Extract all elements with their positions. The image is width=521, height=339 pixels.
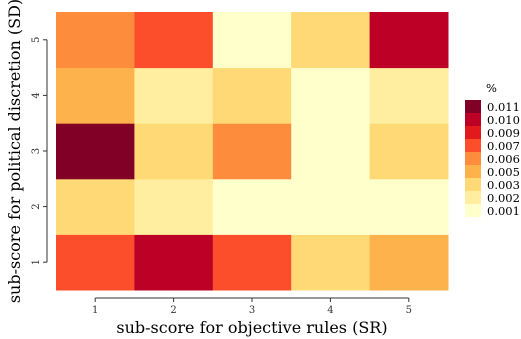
- x-tick-label: 5: [406, 305, 412, 316]
- heatmap-cell-x1-y3: [56, 123, 135, 180]
- y-tick-label: 2: [31, 203, 42, 209]
- legend-label: 0.007: [487, 139, 520, 153]
- heatmap-cell-x2-y2: [134, 178, 214, 235]
- heatmap-cell-x2-y5: [134, 12, 214, 69]
- y-axis: 1 2 3 4 5: [31, 37, 48, 265]
- heatmap-cell-x2-y3: [134, 123, 214, 180]
- heatmap-cell-x4-y5: [291, 12, 371, 69]
- legend-label: 0.009: [487, 126, 520, 140]
- x-tick-label: 3: [249, 305, 255, 316]
- heatmap-cell-x2-y1: [134, 234, 214, 291]
- legend-swatch: [465, 100, 481, 113]
- x-tick-label: 2: [170, 305, 176, 316]
- x-axis: 1 2 3 4 5: [92, 297, 412, 316]
- legend-swatch: [465, 152, 481, 165]
- heatmap-cell-x5-y2: [369, 178, 449, 235]
- legend: % 0.0110.0100.0090.0070.0060.0050.0030.0…: [465, 81, 520, 218]
- legend-label: 0.010: [487, 113, 520, 127]
- x-axis-title: sub-score for objective rules (SR): [116, 318, 387, 337]
- heatmap-cell-x1-y1: [56, 234, 135, 291]
- legend-swatch: [465, 191, 481, 204]
- y-axis-title: sub-score for political discretion (SD): [5, 0, 24, 303]
- legend-swatch: [465, 113, 481, 126]
- heatmap-cell-x3-y2: [212, 178, 292, 235]
- legend-label: 0.003: [487, 178, 520, 192]
- legend-swatch: [465, 204, 481, 217]
- heatmap-cell-x3-y1: [212, 234, 292, 291]
- legend-swatch: [465, 178, 481, 191]
- y-tick-label: 5: [31, 37, 42, 43]
- legend-label: 0.006: [487, 152, 520, 166]
- heatmap-cell-x3-y4: [212, 67, 292, 124]
- heatmap-cell-x4-y2: [291, 178, 371, 235]
- legend-label: 0.002: [487, 191, 520, 205]
- x-tick-label: 4: [327, 305, 333, 316]
- heatmap-cell-x5-y4: [369, 67, 449, 124]
- heatmap-cell-x1-y2: [56, 178, 135, 235]
- heatmap-cell-x5-y5: [369, 12, 449, 69]
- legend-label: 0.011: [487, 100, 520, 114]
- y-tick-label: 3: [31, 148, 42, 154]
- heatmap-cell-x4-y3: [291, 123, 371, 180]
- legend-title: %: [486, 81, 497, 95]
- heatmap-cell-x3-y3: [212, 123, 292, 180]
- heatmap-cell-x1-y4: [56, 67, 135, 124]
- x-tick-label: 1: [92, 305, 98, 316]
- heatmap-cell-x4-y1: [291, 234, 371, 291]
- legend-label: 0.001: [487, 204, 520, 218]
- legend-swatch: [465, 139, 481, 152]
- heatmap-cells: [56, 12, 449, 291]
- y-tick-label: 4: [31, 92, 42, 98]
- legend-swatch: [465, 165, 481, 178]
- heatmap-cell-x2-y4: [134, 67, 214, 124]
- legend-swatch: [465, 126, 481, 139]
- heatmap-cell-x3-y5: [212, 12, 292, 69]
- heatmap-cell-x5-y1: [369, 234, 449, 291]
- y-tick-label: 1: [31, 259, 42, 265]
- heatmap-cell-x5-y3: [369, 123, 449, 180]
- legend-label: 0.005: [487, 165, 520, 179]
- heatmap-cell-x1-y5: [56, 12, 135, 69]
- heatmap-cell-x4-y4: [291, 67, 371, 124]
